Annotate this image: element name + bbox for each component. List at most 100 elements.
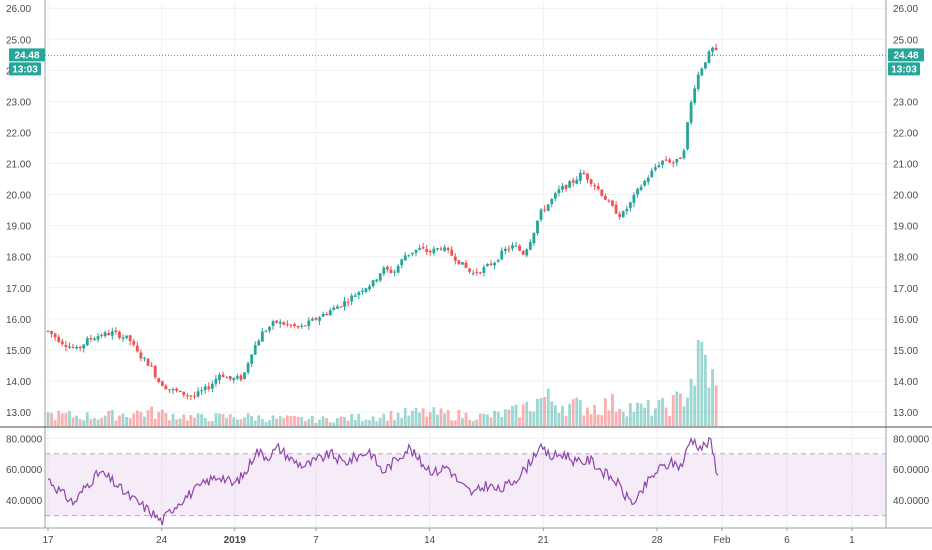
volume-bar	[164, 413, 168, 426]
candle-body	[235, 376, 239, 379]
volume-bar	[711, 369, 714, 426]
volume-bar	[289, 416, 293, 426]
volume-bar	[582, 415, 586, 426]
volume-bar	[225, 418, 229, 426]
candle-body	[489, 263, 493, 265]
candle-body	[511, 245, 514, 249]
volume-bar	[693, 385, 697, 426]
price-tick-label-left: 22.00	[6, 128, 31, 139]
volume-bar	[68, 411, 71, 426]
candle-body	[439, 248, 443, 250]
volume-bar	[93, 418, 96, 426]
candle-body	[714, 47, 718, 51]
current-price-tag-left	[9, 48, 45, 62]
candle-body	[289, 324, 293, 326]
volume-bar	[714, 385, 718, 426]
candle-body	[539, 209, 543, 220]
volume-bar	[139, 412, 143, 426]
candle-body	[285, 323, 289, 325]
volume-bar	[700, 341, 704, 426]
volume-bar	[575, 397, 579, 426]
candle-body	[471, 272, 475, 274]
volume-bar	[521, 404, 525, 426]
volume-bar	[543, 396, 547, 426]
volume-bar	[85, 412, 89, 426]
candle-body	[368, 286, 371, 290]
volume-bar	[132, 413, 136, 426]
volume-bar	[89, 419, 93, 426]
candle-body	[503, 248, 507, 252]
volume-bar	[193, 417, 196, 426]
candle-body	[443, 247, 446, 251]
volume-bar	[53, 420, 57, 426]
price-tick-label-right: 16.00	[893, 315, 918, 326]
volume-bar	[128, 418, 132, 426]
volume-bar	[357, 413, 361, 426]
volume-bar	[425, 416, 429, 426]
candle-body	[139, 352, 143, 359]
candle-body	[157, 378, 161, 383]
volume-bar	[250, 416, 254, 426]
candle-body	[696, 74, 700, 90]
candle-body	[525, 249, 529, 256]
candle-body	[400, 259, 404, 266]
candle-body	[357, 292, 361, 295]
candle-body	[221, 374, 225, 377]
volume-bar	[411, 410, 414, 426]
candle-body	[89, 338, 93, 340]
volume-bar	[318, 419, 321, 426]
candle-body	[536, 220, 539, 234]
volume-bar	[507, 409, 511, 426]
candle-body	[671, 162, 675, 164]
time-tick-label: 17	[42, 535, 54, 546]
volume-bar	[450, 420, 454, 426]
candle-body	[425, 249, 429, 252]
candle-body	[661, 160, 664, 165]
volume-bar	[100, 417, 103, 426]
volume-bar	[57, 410, 61, 426]
price-tick-label-left: 25.00	[6, 35, 31, 46]
volume-bar	[296, 416, 300, 426]
price-tick-label-left: 14.00	[6, 377, 31, 388]
candle-body	[107, 332, 111, 336]
volume-bar	[593, 404, 597, 426]
candle-body	[46, 330, 50, 332]
rsi-line	[48, 436, 719, 526]
volume-bar	[618, 409, 622, 426]
candle-body	[500, 250, 504, 260]
candle-body	[218, 374, 221, 381]
candle-body	[382, 267, 386, 274]
current-price-label-left: 24.48	[14, 50, 39, 61]
candle-body	[296, 325, 300, 328]
price-tick-label-left: 20.00	[6, 191, 31, 202]
candle-body	[532, 232, 536, 244]
volume-bar	[525, 401, 529, 426]
candle-body	[571, 180, 575, 183]
volume-bar	[461, 418, 464, 426]
volume-bar	[328, 422, 332, 426]
volume-bar	[160, 409, 164, 426]
candle-body	[343, 301, 346, 307]
volume-bar	[125, 417, 129, 426]
volume-bar	[246, 413, 250, 426]
volume-bar	[496, 411, 500, 426]
volume-bar	[293, 415, 296, 426]
volume-bar	[264, 422, 268, 426]
rsi-tick-label-right: 80.0000	[893, 434, 930, 445]
candle-body	[318, 317, 321, 321]
volume-bar	[446, 410, 450, 426]
volume-bar	[639, 403, 643, 426]
candle-body	[175, 388, 179, 391]
candle-body	[143, 357, 146, 359]
candle-body	[250, 354, 254, 364]
candle-body	[707, 51, 711, 63]
candle-body	[639, 186, 643, 190]
rsi-tick-label-left: 60.0000	[6, 465, 43, 476]
time-tick-label: 6	[784, 535, 790, 546]
candle-body	[621, 211, 625, 218]
volume-bar	[232, 417, 236, 426]
volume-bar	[478, 413, 482, 426]
candle-body	[636, 188, 639, 195]
volume-bar	[625, 416, 629, 426]
volume-bar	[528, 411, 532, 426]
